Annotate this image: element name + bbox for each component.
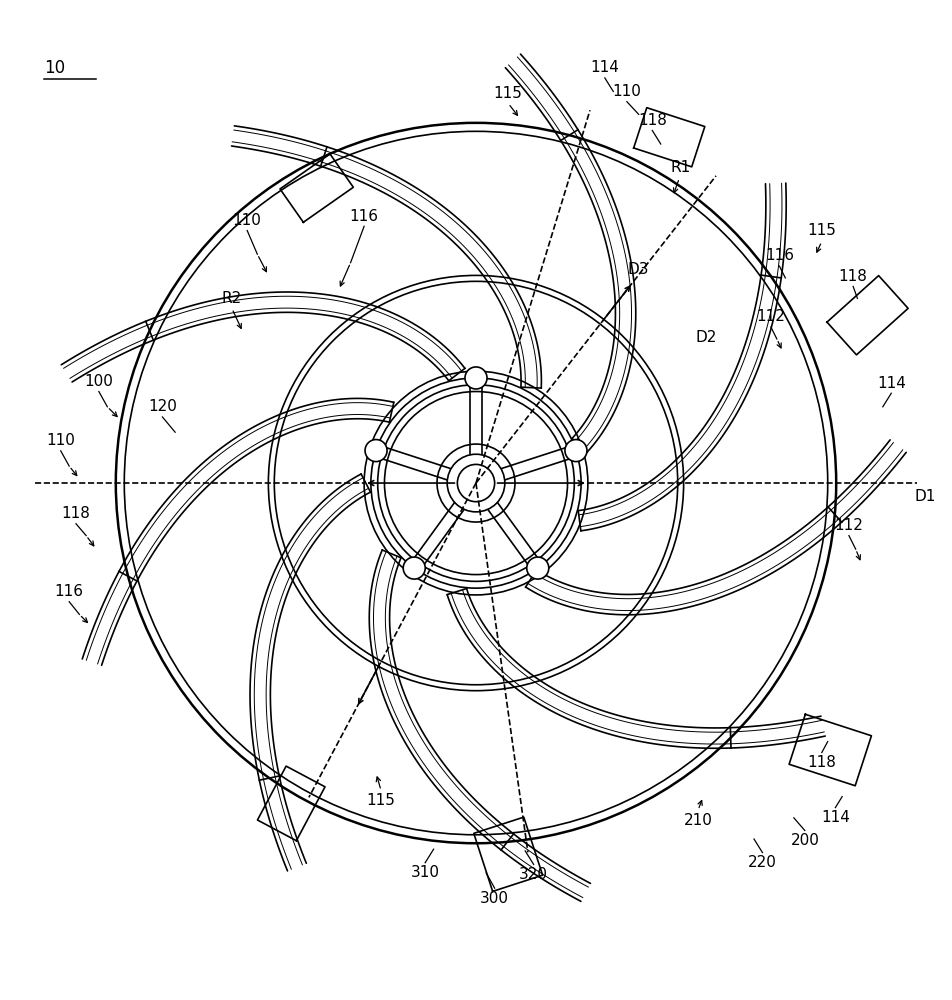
Text: 220: 220 — [748, 855, 777, 870]
Circle shape — [365, 440, 387, 462]
Text: 115: 115 — [807, 223, 836, 238]
Text: 115: 115 — [494, 86, 523, 101]
Text: D2: D2 — [696, 330, 717, 345]
Text: 118: 118 — [638, 113, 666, 128]
Text: 120: 120 — [148, 399, 177, 414]
Circle shape — [404, 557, 426, 579]
Text: 310: 310 — [410, 865, 440, 880]
Text: 110: 110 — [47, 433, 75, 448]
Text: 114: 114 — [877, 376, 905, 391]
Text: 116: 116 — [54, 584, 84, 599]
Text: 118: 118 — [839, 269, 867, 284]
Text: 115: 115 — [367, 793, 395, 808]
Circle shape — [465, 367, 487, 389]
Text: 114: 114 — [821, 810, 850, 825]
Text: 114: 114 — [590, 60, 619, 75]
Circle shape — [526, 557, 548, 579]
Text: 300: 300 — [480, 891, 509, 906]
Text: 100: 100 — [85, 374, 113, 389]
Text: 118: 118 — [62, 506, 90, 521]
Text: 210: 210 — [684, 813, 712, 828]
Text: 110: 110 — [612, 84, 642, 99]
Text: 200: 200 — [790, 833, 820, 848]
Text: R1: R1 — [671, 160, 691, 175]
Text: 10: 10 — [44, 59, 65, 77]
Text: 116: 116 — [764, 248, 794, 263]
Text: 320: 320 — [519, 867, 548, 882]
Circle shape — [565, 440, 587, 462]
Text: 110: 110 — [232, 213, 262, 228]
Text: D1: D1 — [915, 489, 936, 504]
Text: D3: D3 — [628, 262, 649, 277]
Text: 112: 112 — [757, 309, 785, 324]
Text: 118: 118 — [807, 755, 836, 770]
Text: 112: 112 — [835, 518, 863, 533]
Text: 116: 116 — [349, 209, 379, 224]
Text: R2: R2 — [222, 291, 242, 306]
